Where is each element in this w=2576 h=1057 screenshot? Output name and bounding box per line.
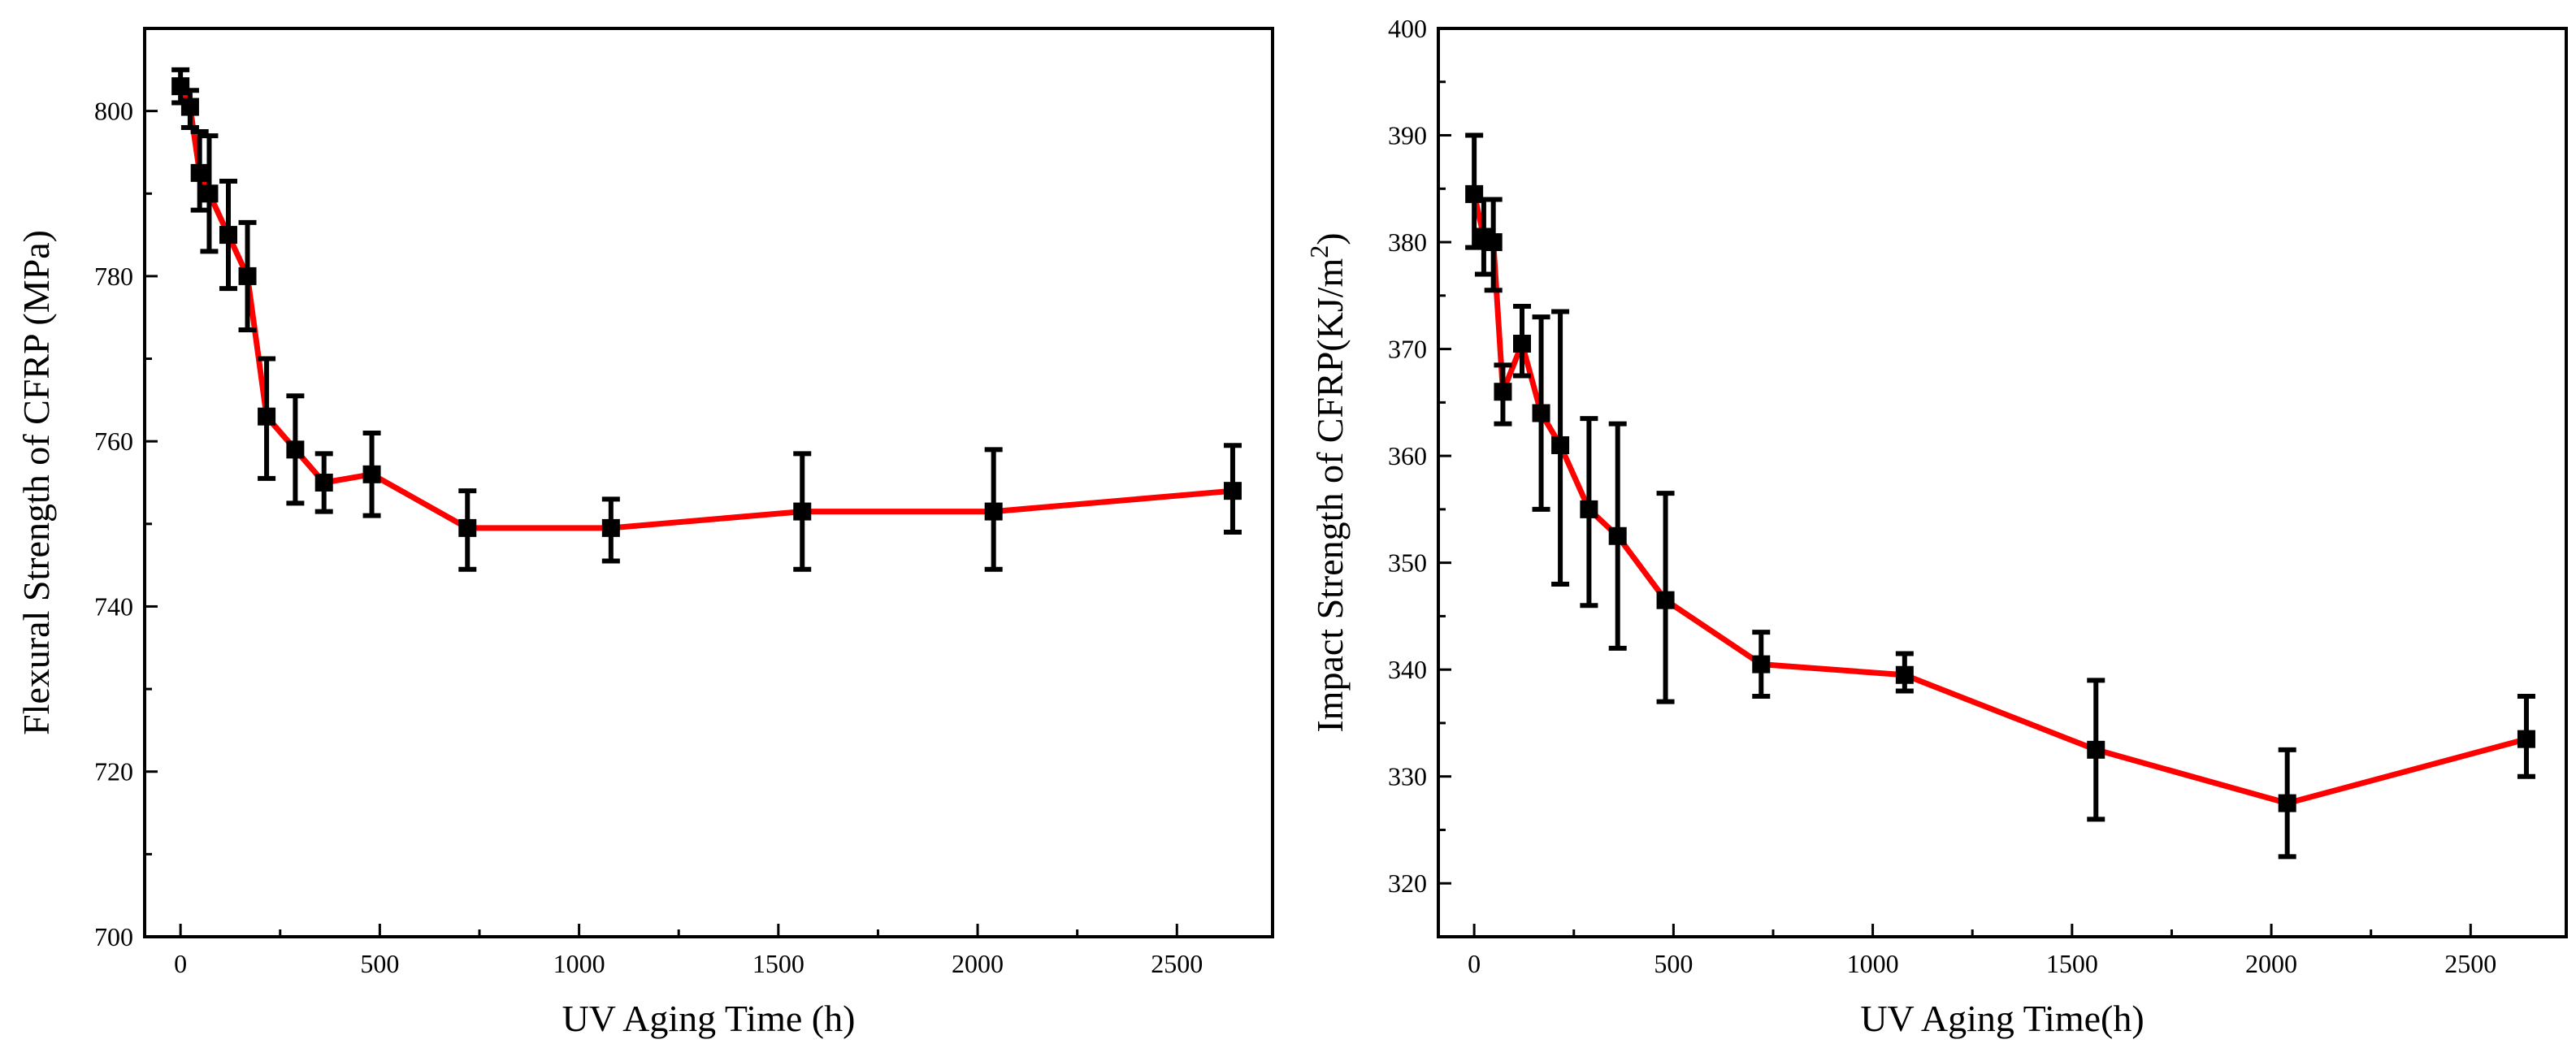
impact-data-point xyxy=(2087,740,2105,759)
impact-x-tick-label: 1500 xyxy=(2046,949,2098,978)
flexural-y-tick-label: 720 xyxy=(94,757,133,786)
flexural-x-tick-label: 500 xyxy=(360,949,399,978)
flexural-data-point xyxy=(984,502,1003,521)
flexural-x-tick-label: 2500 xyxy=(1151,949,1203,978)
impact-ticks: 0 500 1000 1500 2000 2500 320 330 340 350 360 370 38… xyxy=(1388,14,2496,978)
impact-data-point xyxy=(2278,794,2296,812)
flexural-series xyxy=(171,67,1242,572)
impact-data-point xyxy=(1895,665,1914,684)
flexural-data-point xyxy=(238,266,257,285)
flexural-data-point xyxy=(793,502,812,521)
impact-y-tick-label: 380 xyxy=(1388,227,1427,257)
impact-series xyxy=(1465,132,2535,860)
impact-x-tick-label: 2000 xyxy=(2245,949,2297,978)
impact-x-tick-label: 2500 xyxy=(2444,949,2496,978)
impact-x-tick-label: 0 xyxy=(1468,949,1481,978)
impact-x-tick-label: 1000 xyxy=(1847,949,1899,978)
impact-x-tick-label: 500 xyxy=(1654,949,1693,978)
impact-y-tick-label: 350 xyxy=(1388,548,1427,578)
impact-x-axis-label: UV Aging Time(h) xyxy=(1860,998,2144,1039)
flexural-y-tick-label: 760 xyxy=(94,427,133,456)
flexural-data-point xyxy=(362,465,381,483)
flexural-data-point xyxy=(171,77,190,96)
flexural-chart: 0 500 1000 1500 2000 2500 700 720 740 760 780 800 U… xyxy=(15,27,1274,1039)
impact-data-point xyxy=(1752,655,1771,674)
flexural-data-point xyxy=(190,163,209,182)
flexural-y-tick-label: 740 xyxy=(94,591,133,621)
flexural-data-point xyxy=(314,474,333,492)
impact-y-tick-label: 360 xyxy=(1388,441,1427,470)
flexural-data-point xyxy=(180,97,199,116)
impact-data-point xyxy=(1484,233,1503,252)
impact-y-tick-label: 340 xyxy=(1388,655,1427,684)
flexural-data-point xyxy=(258,407,276,426)
flexural-ticks: 0 500 1000 1500 2000 2500 700 720 740 760 780 800 xyxy=(94,97,1203,978)
impact-data-point xyxy=(2517,730,2535,748)
flexural-y-tick-label: 700 xyxy=(94,922,133,951)
impact-y-tick-label: 370 xyxy=(1388,335,1427,364)
impact-y-tick-label: 320 xyxy=(1388,869,1427,898)
impact-data-point xyxy=(1532,404,1550,422)
impact-y-axis-label-sup: 2 xyxy=(1304,245,1334,258)
impact-data-point xyxy=(1551,435,1570,454)
impact-y-axis-label: Impact Strength of CFRP(KJ/m2) xyxy=(1304,232,1351,732)
impact-data-point xyxy=(1608,526,1627,545)
flexural-y-tick-label: 780 xyxy=(94,262,133,291)
impact-data-point xyxy=(1580,500,1598,518)
flexural-data-point xyxy=(286,440,305,459)
flexural-plot-frame xyxy=(143,27,1274,938)
flexural-data-point xyxy=(1223,482,1242,500)
impact-plot-frame xyxy=(1437,27,2568,938)
flexural-series-line xyxy=(177,83,1236,531)
flexural-y-tick-label: 800 xyxy=(94,97,133,126)
flexural-x-tick-label: 2000 xyxy=(952,949,1004,978)
impact-y-tick-label: 400 xyxy=(1388,14,1427,43)
flexural-data-point xyxy=(200,184,219,203)
flexural-data-point xyxy=(601,518,620,537)
flexural-x-tick-label: 1000 xyxy=(553,949,605,978)
impact-data-point xyxy=(1656,591,1675,609)
impact-y-axis-label-main: Impact Strength of CFRP(KJ/m xyxy=(1309,258,1351,732)
impact-series-line xyxy=(1471,191,2530,807)
flexural-data-point xyxy=(219,226,237,245)
flexural-x-tick-label: 1500 xyxy=(752,949,804,978)
impact-data-point xyxy=(1512,335,1531,353)
impact-y-axis-label-end: ) xyxy=(1309,232,1351,245)
flexural-data-point xyxy=(458,518,477,537)
impact-y-tick-label: 330 xyxy=(1388,762,1427,791)
flexural-y-axis-label: Flexural Strength of CFRP (MPa) xyxy=(15,230,57,735)
flexural-x-tick-label: 0 xyxy=(174,949,187,978)
impact-data-point xyxy=(1465,184,1484,203)
impact-data-point xyxy=(1494,383,1512,401)
flexural-x-axis-label: UV Aging Time (h) xyxy=(562,998,856,1039)
impact-y-tick-label: 390 xyxy=(1388,121,1427,150)
impact-chart: 0 500 1000 1500 2000 2500 320 330 340 350 360 370 38… xyxy=(1304,14,2568,1039)
